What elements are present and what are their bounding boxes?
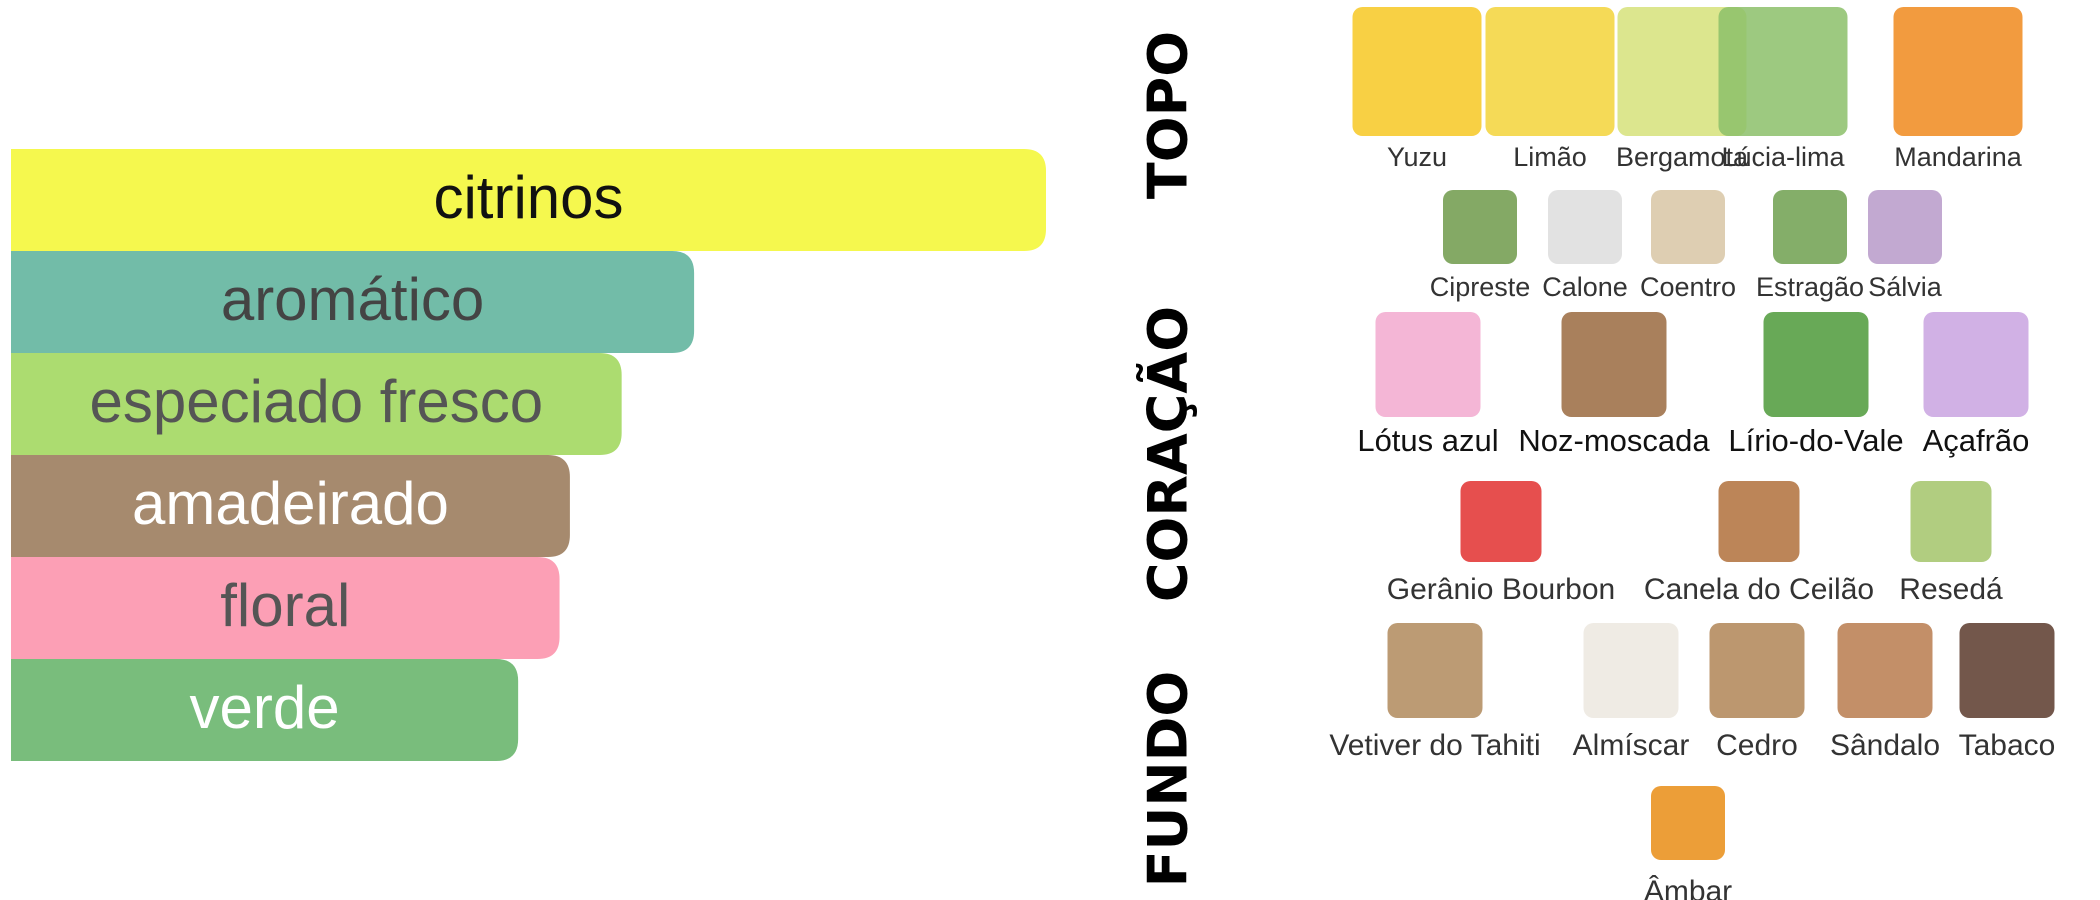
note-name: Calone <box>1542 272 1628 302</box>
note-image <box>1868 190 1942 264</box>
note-name: Lírio-do-Vale <box>1728 423 1903 458</box>
bar-label: aromático <box>221 266 484 333</box>
note-name: Bergamota <box>1616 142 1749 172</box>
note-name: Limão <box>1513 142 1587 172</box>
note-image <box>1959 623 2055 718</box>
note-image <box>1718 7 1848 136</box>
section-label: TOPO <box>1137 31 1200 199</box>
note-name: Vetiver do Tahiti <box>1329 729 1540 762</box>
note-image <box>1460 481 1542 562</box>
note-name: Lúcia-lima <box>1721 142 1845 172</box>
note-name: Sândalo <box>1830 729 1940 762</box>
note-name: Estragão <box>1756 272 1864 302</box>
note-image <box>1352 7 1482 136</box>
bar-label: especiado fresco <box>90 368 544 435</box>
note-image <box>1837 623 1933 718</box>
note-name: Cedro <box>1716 729 1798 762</box>
note-image <box>1651 786 1725 860</box>
note-name: Yuzu <box>1387 142 1447 172</box>
note-image <box>1583 623 1679 718</box>
note-image <box>1375 312 1481 417</box>
note-image <box>1893 7 2023 136</box>
note-image <box>1651 190 1725 264</box>
note-image <box>1617 7 1747 136</box>
note-name: Gerânio Bourbon <box>1387 573 1616 606</box>
bar <box>11 149 1046 251</box>
bar-label: floral <box>220 572 350 639</box>
note-name: Noz-moscada <box>1518 423 1710 458</box>
bar <box>11 659 519 761</box>
note-image <box>1709 623 1805 718</box>
note-name: Coentro <box>1640 272 1736 302</box>
note-image <box>1763 312 1869 417</box>
section-label: FUNDO <box>1137 671 1200 888</box>
bar <box>11 251 695 353</box>
note-name: Resedá <box>1899 573 2003 606</box>
note-name: Canela do Ceilão <box>1644 573 1874 606</box>
note-name: Almíscar <box>1573 729 1690 762</box>
bar <box>11 353 622 455</box>
note-image <box>1443 190 1517 264</box>
section-label: CORAÇÃO <box>1137 306 1200 602</box>
note-image <box>1718 481 1800 562</box>
bar <box>11 557 560 659</box>
note-name: Açafrão <box>1923 423 2030 458</box>
note-name: Tabaco <box>1959 729 2056 762</box>
note-name: Sálvia <box>1868 272 1943 302</box>
note-image <box>1387 623 1483 718</box>
bar <box>11 455 570 557</box>
note-name: Mandarina <box>1894 142 2023 172</box>
bar-label: amadeirado <box>132 470 449 537</box>
bar-label: verde <box>190 674 340 741</box>
note-image <box>1561 312 1667 417</box>
note-name: Cipreste <box>1430 272 1531 302</box>
bar-label: citrinos <box>433 164 623 231</box>
note-image <box>1485 7 1615 136</box>
note-name: Âmbar <box>1644 875 1732 900</box>
note-image <box>1910 481 1992 562</box>
note-image <box>1773 190 1847 264</box>
note-image <box>1923 312 2029 417</box>
note-image <box>1548 190 1622 264</box>
note-name: Lótus azul <box>1357 423 1498 458</box>
